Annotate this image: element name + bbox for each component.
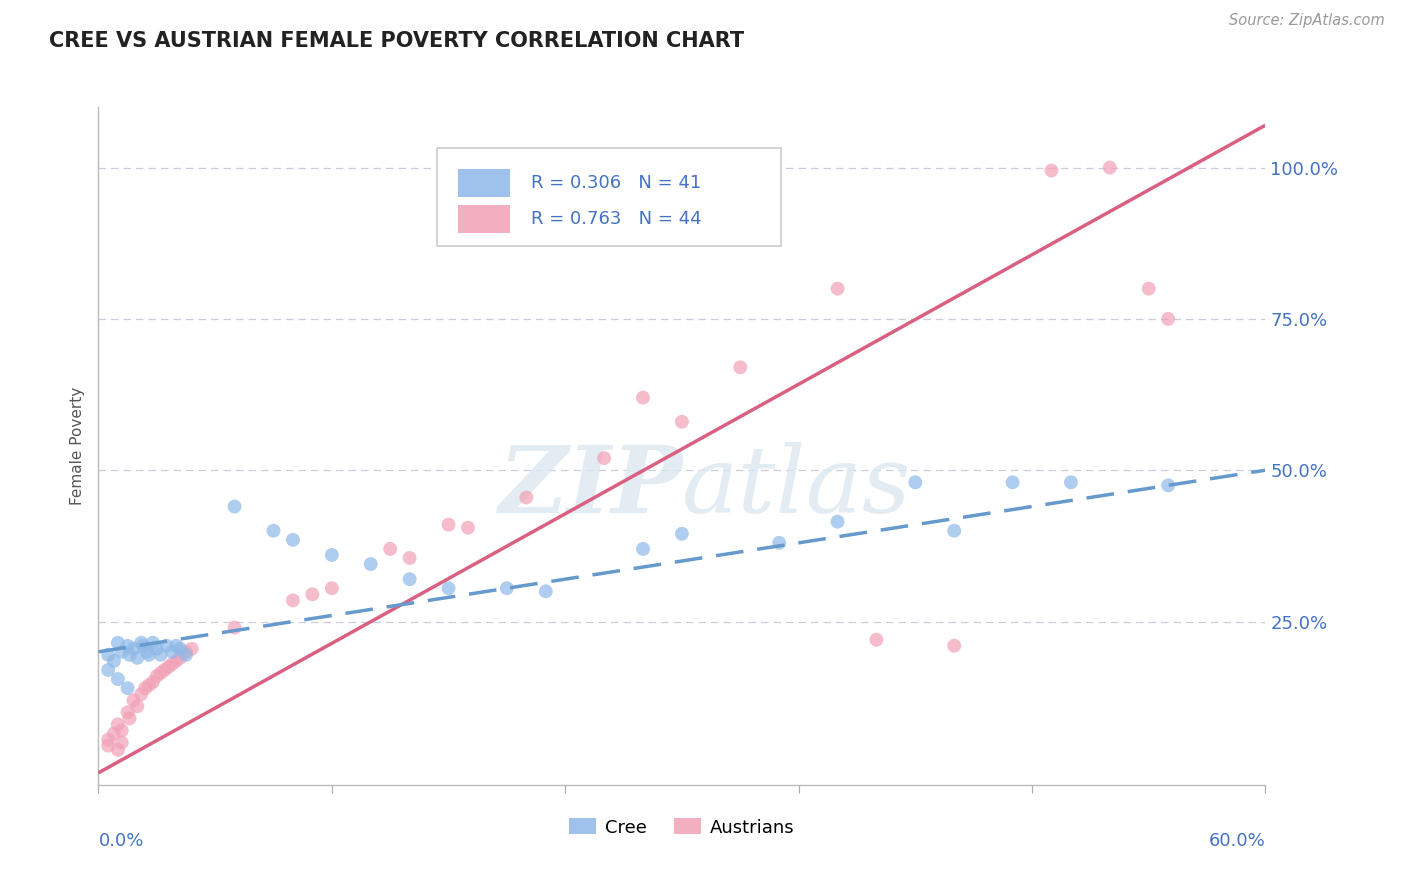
- Point: [1157, 312, 1180, 326]
- Point: [224, 500, 246, 514]
- Point: [827, 515, 849, 529]
- Point: [103, 726, 125, 740]
- Point: [398, 551, 420, 566]
- Point: [1040, 163, 1063, 178]
- Point: [97, 732, 120, 747]
- Point: [1098, 161, 1121, 175]
- Point: [107, 717, 129, 731]
- Point: [146, 641, 169, 656]
- Point: [827, 282, 849, 296]
- Point: [103, 654, 125, 668]
- Point: [162, 645, 184, 659]
- Point: [1137, 282, 1160, 296]
- Point: [165, 639, 187, 653]
- Point: [730, 360, 752, 375]
- Point: [457, 521, 479, 535]
- Point: [671, 415, 693, 429]
- Point: [398, 572, 420, 586]
- Point: [134, 681, 156, 695]
- Point: [142, 636, 165, 650]
- FancyBboxPatch shape: [437, 148, 782, 246]
- Legend: Cree, Austrians: Cree, Austrians: [562, 811, 801, 844]
- Point: [1157, 478, 1180, 492]
- Point: [437, 517, 460, 532]
- Point: [153, 663, 176, 677]
- Point: [122, 693, 145, 707]
- Point: [631, 541, 654, 556]
- Y-axis label: Female Poverty: Female Poverty: [70, 387, 86, 505]
- Point: [768, 536, 790, 550]
- Point: [281, 593, 304, 607]
- Text: atlas: atlas: [682, 442, 911, 532]
- Point: [281, 533, 304, 547]
- Point: [224, 621, 246, 635]
- Point: [1060, 475, 1083, 490]
- Point: [111, 735, 134, 749]
- Point: [117, 706, 139, 720]
- Point: [904, 475, 927, 490]
- Point: [117, 681, 139, 695]
- Point: [157, 660, 180, 674]
- Point: [138, 648, 160, 662]
- Point: [138, 678, 160, 692]
- Point: [132, 639, 155, 653]
- Text: ZIP: ZIP: [498, 442, 682, 532]
- Point: [943, 639, 966, 653]
- Point: [97, 739, 120, 753]
- Point: [97, 648, 120, 662]
- Point: [593, 451, 616, 466]
- Point: [496, 581, 519, 595]
- Text: 0.0%: 0.0%: [98, 832, 143, 850]
- Point: [262, 524, 284, 538]
- Point: [107, 672, 129, 686]
- Point: [107, 743, 129, 757]
- Point: [122, 641, 145, 656]
- Point: [1001, 475, 1024, 490]
- Point: [129, 687, 152, 701]
- Point: [174, 645, 197, 659]
- Text: 60.0%: 60.0%: [1209, 832, 1265, 850]
- Point: [155, 639, 177, 653]
- Text: Source: ZipAtlas.com: Source: ZipAtlas.com: [1229, 13, 1385, 29]
- Point: [515, 491, 537, 505]
- Point: [117, 639, 139, 653]
- Point: [111, 645, 134, 659]
- Text: R = 0.306   N = 41: R = 0.306 N = 41: [531, 174, 702, 192]
- Point: [118, 711, 141, 725]
- FancyBboxPatch shape: [458, 204, 510, 233]
- Point: [321, 581, 343, 595]
- Point: [437, 581, 460, 595]
- Point: [149, 648, 172, 662]
- Point: [142, 675, 165, 690]
- Point: [107, 636, 129, 650]
- Point: [360, 557, 382, 571]
- Point: [169, 641, 191, 656]
- Point: [380, 541, 402, 556]
- Point: [943, 524, 966, 538]
- Point: [169, 651, 191, 665]
- Point: [165, 654, 187, 668]
- Point: [136, 645, 159, 659]
- Point: [146, 669, 169, 683]
- Point: [127, 651, 149, 665]
- Text: CREE VS AUSTRIAN FEMALE POVERTY CORRELATION CHART: CREE VS AUSTRIAN FEMALE POVERTY CORRELAT…: [49, 31, 744, 51]
- Point: [162, 657, 184, 671]
- Point: [534, 584, 557, 599]
- Point: [111, 723, 134, 738]
- Point: [671, 526, 693, 541]
- Text: R = 0.763   N = 44: R = 0.763 N = 44: [531, 210, 702, 227]
- Point: [301, 587, 323, 601]
- Point: [865, 632, 887, 647]
- Point: [127, 699, 149, 714]
- Point: [149, 665, 172, 680]
- Point: [174, 648, 197, 662]
- Point: [129, 636, 152, 650]
- FancyBboxPatch shape: [458, 169, 510, 197]
- Point: [321, 548, 343, 562]
- Point: [118, 648, 141, 662]
- Point: [180, 641, 202, 656]
- Point: [97, 663, 120, 677]
- Point: [631, 391, 654, 405]
